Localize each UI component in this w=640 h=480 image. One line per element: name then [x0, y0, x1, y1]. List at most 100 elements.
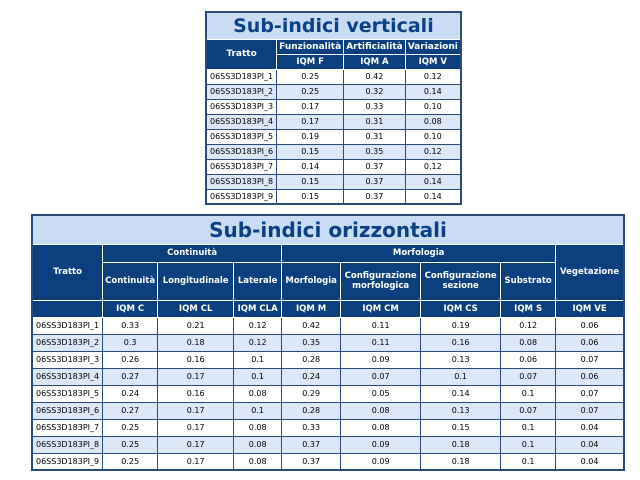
horizontal-table-title: Sub-indici orizzontali: [32, 215, 624, 244]
iqm-ve-cell: 0.06: [555, 367, 625, 386]
iqm-cla-cell: 0.1: [233, 350, 283, 369]
table-row: 06SS3D183PI_5 0.19 0.31 0.10: [205, 128, 462, 145]
iqm-cl-cell: 0.17: [157, 435, 235, 454]
table-row: 06SS3D183PI_1 0.33 0.21 0.12 0.42 0.11 0.19 0.1…: [31, 316, 625, 335]
iqm-a-cell: 0.37: [343, 188, 406, 205]
subheader-substrato: Substrato: [500, 261, 557, 301]
iqm-f-cell: 0.19: [276, 128, 345, 145]
code-iqm-cm: IQM CM: [340, 299, 422, 318]
iqm-c-cell: 0.26: [102, 350, 159, 369]
iqm-v-cell: 0.10: [404, 128, 462, 145]
iqm-v-cell: 0.14: [404, 173, 462, 190]
iqm-c-cell: 0.3: [102, 333, 159, 352]
iqm-ve-cell: 0.04: [555, 418, 625, 437]
iqm-cl-cell: 0.16: [157, 350, 235, 369]
tratto-cell: 06SS3D183PI_1: [205, 68, 278, 85]
tratto-cell: 06SS3D183PI_4: [205, 113, 278, 130]
iqm-s-cell: 0.08: [500, 333, 557, 352]
code-iqm-ve: IQM VE: [555, 299, 625, 318]
iqm-f-cell: 0.15: [276, 188, 345, 205]
iqm-cs-cell: 0.14: [420, 384, 502, 403]
code-iqm-cl: IQM CL: [157, 299, 235, 318]
iqm-cl-cell: 0.17: [157, 452, 235, 471]
iqm-m-cell: 0.37: [281, 452, 342, 471]
iqm-cm-cell: 0.05: [340, 384, 422, 403]
code-spacer: [31, 299, 104, 318]
iqm-v-cell: 0.08: [404, 113, 462, 130]
iqm-v-cell: 0.14: [404, 188, 462, 205]
iqm-c-cell: 0.27: [102, 401, 159, 420]
iqm-cs-cell: 0.13: [420, 350, 502, 369]
table-row: 06SS3D183PI_7 0.25 0.17 0.08 0.33 0.08 0.15 0.1…: [31, 418, 625, 437]
tratto-cell: 06SS3D183PI_2: [205, 83, 278, 100]
vertical-header-artificialita: Artificialità: [343, 38, 406, 55]
table-row: 06SS3D183PI_5 0.24 0.16 0.08 0.29 0.05 0.14 0.1…: [31, 384, 625, 403]
vertical-header-tratto: Tratto: [205, 38, 278, 70]
iqm-s-cell: 0.1: [500, 418, 557, 437]
iqm-s-cell: 0.07: [500, 367, 557, 386]
iqm-a-cell: 0.31: [343, 113, 406, 130]
iqm-f-cell: 0.15: [276, 143, 345, 160]
iqm-cm-cell: 0.08: [340, 401, 422, 420]
table-row: 06SS3D183PI_2 0.3 0.18 0.12 0.35 0.11 0.16 0.08…: [31, 333, 625, 352]
iqm-v-cell: 0.12: [404, 158, 462, 175]
vertical-subindices-table: Sub-indici verticali Tratto Funzionalità…: [205, 11, 462, 205]
vertical-code-a: IQM A: [343, 53, 406, 70]
table-row: 06SS3D183PI_9 0.15 0.37 0.14: [205, 188, 462, 205]
iqm-ve-cell: 0.04: [555, 452, 625, 471]
iqm-ve-cell: 0.04: [555, 435, 625, 454]
iqm-a-cell: 0.35: [343, 143, 406, 160]
iqm-c-cell: 0.25: [102, 452, 159, 471]
iqm-cl-cell: 0.17: [157, 401, 235, 420]
iqm-cla-cell: 0.08: [233, 435, 283, 454]
iqm-cs-cell: 0.1: [420, 367, 502, 386]
iqm-cs-cell: 0.19: [420, 316, 502, 335]
vertical-code-v: IQM V: [404, 53, 462, 70]
table-row: 06SS3D183PI_8 0.25 0.17 0.08 0.37 0.09 0.18 0.1…: [31, 435, 625, 454]
iqm-c-cell: 0.27: [102, 367, 159, 386]
iqm-m-cell: 0.28: [281, 350, 342, 369]
iqm-f-cell: 0.25: [276, 68, 345, 85]
iqm-s-cell: 0.07: [500, 401, 557, 420]
iqm-m-cell: 0.35: [281, 333, 342, 352]
iqm-s-cell: 0.12: [500, 316, 557, 335]
horizontal-subindices-table: Sub-indici orizzontali Tratto Continuità…: [31, 214, 625, 471]
code-iqm-s: IQM S: [500, 299, 557, 318]
subheader-morfologia: Morfologia: [281, 261, 342, 301]
table-row: 06SS3D183PI_3 0.17 0.33 0.10: [205, 98, 462, 115]
tratto-cell: 06SS3D183PI_7: [205, 158, 278, 175]
iqm-cm-cell: 0.11: [340, 333, 422, 352]
iqm-cm-cell: 0.08: [340, 418, 422, 437]
tratto-cell: 06SS3D183PI_5: [205, 128, 278, 145]
table-row: 06SS3D183PI_6 0.15 0.35 0.12: [205, 143, 462, 160]
iqm-a-cell: 0.31: [343, 128, 406, 145]
iqm-a-cell: 0.42: [343, 68, 406, 85]
iqm-c-cell: 0.24: [102, 384, 159, 403]
table-row: 06SS3D183PI_8 0.15 0.37 0.14: [205, 173, 462, 190]
iqm-cl-cell: 0.21: [157, 316, 235, 335]
iqm-a-cell: 0.37: [343, 158, 406, 175]
iqm-v-cell: 0.12: [404, 143, 462, 160]
tratto-cell: 06SS3D183PI_9: [205, 188, 278, 205]
iqm-cs-cell: 0.15: [420, 418, 502, 437]
iqm-cm-cell: 0.09: [340, 435, 422, 454]
iqm-f-cell: 0.25: [276, 83, 345, 100]
iqm-a-cell: 0.37: [343, 173, 406, 190]
iqm-m-cell: 0.33: [281, 418, 342, 437]
iqm-cla-cell: 0.12: [233, 316, 283, 335]
iqm-ve-cell: 0.06: [555, 316, 625, 335]
iqm-f-cell: 0.17: [276, 98, 345, 115]
iqm-cm-cell: 0.07: [340, 367, 422, 386]
vertical-table-body: 06SS3D183PI_1 0.25 0.42 0.12 06SS3D183PI_2 0.…: [205, 68, 462, 205]
vertical-table-title: Sub-indici verticali: [206, 12, 461, 39]
table-row: 06SS3D183PI_6 0.27 0.17 0.1 0.28 0.08 0.13 0.07…: [31, 401, 625, 420]
tratto-cell: 06SS3D183PI_3: [205, 98, 278, 115]
iqm-m-cell: 0.37: [281, 435, 342, 454]
group-header-morfologia: Morfologia: [281, 243, 557, 263]
tratto-cell: 06SS3D183PI_1: [31, 316, 104, 335]
tratto-cell: 06SS3D183PI_6: [205, 143, 278, 160]
iqm-m-cell: 0.28: [281, 401, 342, 420]
table-row: 06SS3D183PI_7 0.14 0.37 0.12: [205, 158, 462, 175]
iqm-cl-cell: 0.17: [157, 367, 235, 386]
iqm-m-cell: 0.24: [281, 367, 342, 386]
